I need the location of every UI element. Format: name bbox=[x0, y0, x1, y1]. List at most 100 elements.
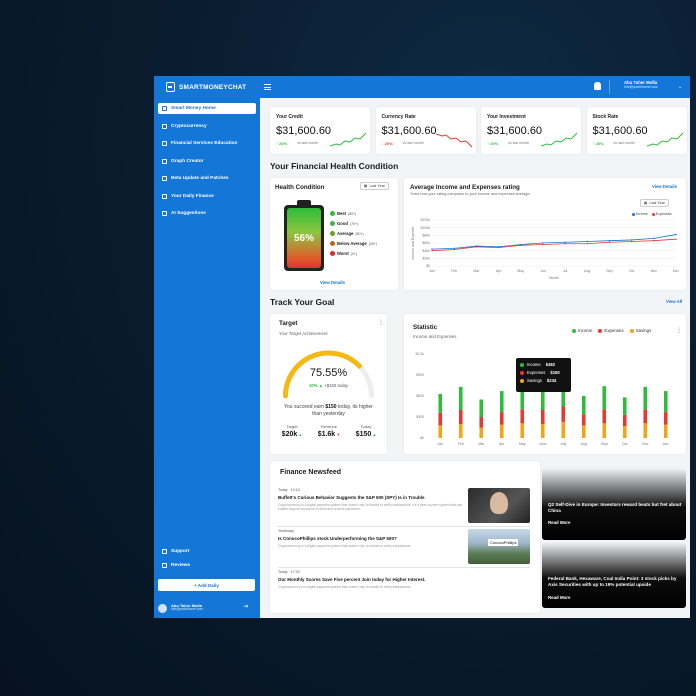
bar-income[interactable] bbox=[581, 396, 586, 415]
bar-savings[interactable] bbox=[520, 423, 525, 438]
read-more-link[interactable]: Read More bbox=[548, 595, 571, 600]
stat-delta-value: 20% bbox=[384, 141, 393, 146]
y-tick-label: $1.2k bbox=[415, 352, 424, 356]
x-tick-label: Nov bbox=[642, 442, 648, 446]
sidebar-item-reviews[interactable]: Reviews bbox=[158, 560, 256, 571]
legend-label: Expenses bbox=[655, 212, 672, 216]
bar-income[interactable] bbox=[663, 391, 668, 413]
bell-icon[interactable] bbox=[594, 82, 601, 90]
data-point bbox=[653, 240, 655, 242]
bar-expenses[interactable] bbox=[602, 409, 607, 424]
sidebar-item-ai-suggestions[interactable]: AI Suggestions bbox=[158, 208, 256, 219]
bar-expenses[interactable] bbox=[499, 412, 504, 425]
side-news-card[interactable]: Federal Bank, Hexaware, Coal India Point… bbox=[542, 542, 686, 608]
bar-savings[interactable] bbox=[540, 424, 545, 438]
stat-delta: ↑ 20% bbox=[487, 141, 498, 146]
bar-expenses[interactable] bbox=[458, 410, 463, 424]
news-item[interactable]: Today · 10:10 Buffett's Curious Behavior … bbox=[278, 488, 530, 527]
data-point bbox=[653, 237, 655, 240]
health-view-details-link[interactable]: View Details bbox=[320, 280, 345, 285]
bar-savings[interactable] bbox=[458, 424, 463, 438]
income-line-chart: $0 $20k $40k $60k $80k $100k $120k Jan Feb Mar Apr… bbox=[411, 218, 679, 280]
bar-expenses[interactable] bbox=[561, 406, 566, 422]
stat-delta: ↑ 20% bbox=[276, 141, 287, 146]
news-item[interactable]: Yesterday Is ConocoPhillips stock Underpe… bbox=[278, 529, 530, 568]
menu-toggle-icon[interactable] bbox=[264, 84, 271, 90]
sidebar-item-cryptocurrency[interactable]: Cryptocurrency bbox=[158, 121, 256, 132]
news-headline: Is ConocoPhillips stock Underperforming … bbox=[278, 536, 397, 541]
target-stat: Target $20k ▲ bbox=[275, 424, 309, 438]
sidebar-item-label: AI Suggestions bbox=[171, 211, 206, 216]
bar-expenses[interactable] bbox=[643, 409, 648, 424]
news-item[interactable]: Today · 17:20 Our Monthly Scores Save Fiv… bbox=[278, 570, 528, 606]
battery-percent: 56% bbox=[287, 208, 321, 268]
more-vertical-icon[interactable]: ⋮ bbox=[378, 320, 384, 326]
brand[interactable]: SMARTMONEYCHAT bbox=[154, 76, 260, 98]
x-tick-label: Apr bbox=[499, 442, 505, 446]
level-label: Good bbox=[337, 221, 348, 226]
news-thumbnail: ConocoPhillips bbox=[468, 529, 530, 564]
bar-savings[interactable] bbox=[622, 426, 627, 438]
bar-savings[interactable] bbox=[438, 425, 443, 438]
bar-expenses[interactable] bbox=[622, 414, 627, 427]
health-section-title: Your Financial Health Condition bbox=[270, 161, 399, 171]
sidebar-item-graph-creator[interactable]: Graph Creator bbox=[158, 156, 256, 167]
data-point bbox=[564, 243, 566, 245]
bar-income[interactable] bbox=[540, 387, 545, 410]
arrow-up-icon: ↑ bbox=[487, 141, 491, 146]
sidebar-item-financial-services-education[interactable]: Financial Services Education bbox=[158, 138, 256, 149]
bar-income[interactable] bbox=[458, 386, 463, 410]
bar-income[interactable] bbox=[643, 386, 648, 410]
chevron-down-icon[interactable]: ⌄ bbox=[678, 84, 683, 90]
bar-income[interactable] bbox=[438, 393, 443, 413]
divider bbox=[609, 80, 610, 94]
stat-delta: ↓ 20% bbox=[382, 141, 393, 146]
bar-expenses[interactable] bbox=[663, 412, 668, 425]
bar-expenses[interactable] bbox=[540, 410, 545, 424]
bar-savings[interactable] bbox=[561, 421, 566, 438]
bar-income[interactable] bbox=[561, 382, 566, 407]
bar-savings[interactable] bbox=[581, 425, 586, 438]
main-content: Your Credit $31,600.60 ↑ 20% vs last month C… bbox=[260, 98, 690, 618]
side-news-card[interactable]: Q2 Self-Dive in Europe: Investors reward… bbox=[542, 468, 686, 540]
bar-income[interactable] bbox=[479, 399, 484, 418]
level-range: (0+) bbox=[350, 251, 358, 256]
income-filter-button[interactable]: ▦ Last Year bbox=[640, 199, 669, 207]
stat-title: Your Investment bbox=[487, 114, 526, 120]
view-all-link[interactable]: View All bbox=[666, 299, 683, 304]
arrow-down-icon: ↓ bbox=[381, 141, 385, 146]
data-point bbox=[431, 248, 433, 250]
sidebar-item-smart-money-home[interactable]: Smart Money Home bbox=[158, 103, 256, 114]
bar-income[interactable] bbox=[520, 387, 525, 410]
sidebar-item-your-daily-finance[interactable]: Your Daily Finance bbox=[158, 191, 256, 202]
bar-income[interactable] bbox=[602, 386, 607, 410]
health-filter-button[interactable]: ▦ Last Year bbox=[360, 182, 389, 190]
bar-expenses[interactable] bbox=[581, 414, 586, 426]
bar-income[interactable] bbox=[622, 397, 627, 415]
bar-expenses[interactable] bbox=[479, 417, 484, 428]
bar-expenses[interactable] bbox=[520, 409, 525, 424]
bar-savings[interactable] bbox=[643, 423, 648, 438]
target-note-amount: $150 bbox=[325, 404, 337, 410]
stat-title: Stock Rate bbox=[592, 114, 619, 120]
bar-income[interactable] bbox=[499, 391, 504, 413]
logout-icon[interactable]: ⇥ bbox=[243, 604, 249, 610]
finance-newsfeed-card: Finance Newsfeed Today · 10:10 Buffett's … bbox=[270, 461, 540, 613]
bar-expenses[interactable] bbox=[438, 412, 443, 426]
read-more-link[interactable]: Read More bbox=[548, 520, 571, 525]
more-vertical-icon[interactable]: ⋮ bbox=[676, 328, 682, 334]
sidebar-user[interactable]: Abu Taher Molla info@portfoliome.com bbox=[158, 600, 258, 616]
stat-value: $31,600.60 bbox=[276, 125, 332, 137]
income-view-details-link[interactable]: View Details bbox=[652, 184, 677, 189]
add-daily-button[interactable]: + Add Daily bbox=[158, 579, 255, 591]
bar-savings[interactable] bbox=[663, 424, 668, 438]
bar-savings[interactable] bbox=[602, 423, 607, 438]
logo-icon bbox=[166, 82, 175, 92]
sidebar-item-support[interactable]: Support bbox=[158, 546, 256, 557]
series-line-income bbox=[431, 234, 677, 250]
sidebar-item-beta-update-and-patches[interactable]: Beta Update and Patches bbox=[158, 173, 256, 184]
x-tick-label: July bbox=[560, 442, 566, 446]
bar-savings[interactable] bbox=[499, 424, 504, 438]
bar-savings[interactable] bbox=[479, 427, 484, 439]
user-menu[interactable]: Abu Taher Molla info@portfoliome.com bbox=[624, 80, 658, 89]
